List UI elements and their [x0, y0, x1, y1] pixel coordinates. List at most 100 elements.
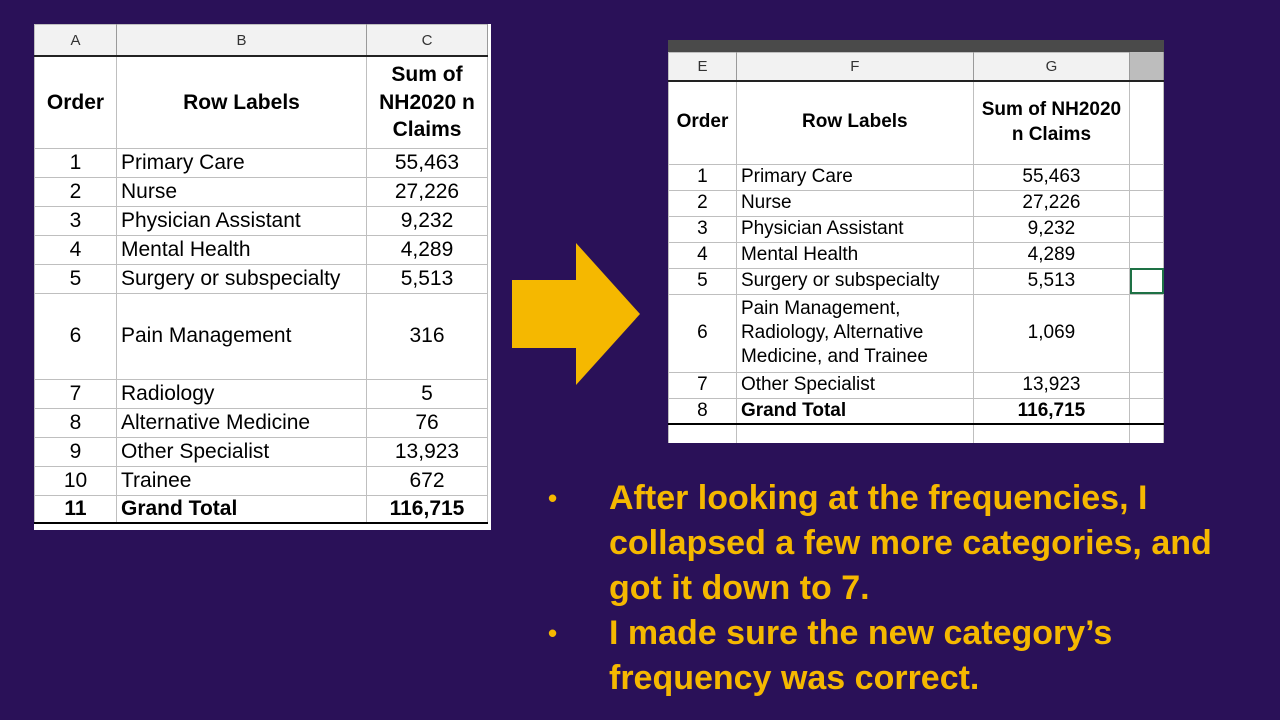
order-cell[interactable]: 5	[34, 263, 117, 294]
table-row: 2 Nurse 27,226	[668, 189, 1164, 217]
value-cell[interactable]: 9,232	[366, 205, 488, 236]
left-spreadsheet: A B C Order Row Labels Sum of NH2020 n C…	[34, 24, 491, 530]
table-row: 7 Other Specialist 13,923	[668, 371, 1164, 399]
value-cell[interactable]: 316	[366, 292, 488, 380]
column-header-f[interactable]: F	[735, 52, 974, 82]
empty-cell[interactable]	[1129, 397, 1164, 425]
label-cell[interactable]: Primary Care	[116, 147, 367, 178]
label-cell[interactable]: Mental Health	[116, 234, 367, 265]
table-row: 1 Primary Care 55,463	[34, 147, 488, 178]
sum-claims-header[interactable]: Sum of NH2020 n Claims	[972, 80, 1131, 165]
label-cell[interactable]: Physician Assistant	[116, 205, 367, 236]
order-cell[interactable]: 10	[34, 465, 117, 496]
value-cell[interactable]: 1,069	[972, 293, 1131, 373]
value-cell[interactable]: 27,226	[366, 176, 488, 207]
value-cell[interactable]: 5,513	[972, 267, 1131, 295]
empty-cell[interactable]	[668, 423, 737, 443]
label-cell[interactable]: Mental Health	[735, 241, 974, 269]
total-order-cell[interactable]: 8	[668, 397, 737, 425]
column-header-a[interactable]: A	[34, 24, 117, 57]
order-cell[interactable]: 8	[34, 407, 117, 438]
bullet-item: • After looking at the frequencies, I co…	[548, 476, 1248, 611]
total-label-cell[interactable]: Grand Total	[735, 397, 974, 425]
order-cell[interactable]: 7	[668, 371, 737, 399]
column-header-e[interactable]: E	[668, 52, 737, 82]
table-row: 1 Primary Care 55,463	[668, 163, 1164, 191]
value-cell[interactable]: 5,513	[366, 263, 488, 294]
value-cell[interactable]: 13,923	[972, 371, 1131, 399]
order-cell[interactable]: 7	[34, 378, 117, 409]
value-cell[interactable]: 76	[366, 407, 488, 438]
pivot-header-row: Order Row Labels Sum of NH2020 n Claims	[34, 55, 488, 149]
order-cell[interactable]: 2	[34, 176, 117, 207]
sum-claims-header[interactable]: Sum of NH2020 n Claims	[366, 55, 488, 149]
value-cell[interactable]: 5	[366, 378, 488, 409]
empty-cell[interactable]	[1129, 423, 1164, 443]
column-header-g[interactable]: G	[972, 52, 1131, 82]
label-cell[interactable]: Trainee	[116, 465, 367, 496]
empty-cell[interactable]	[1129, 371, 1164, 399]
empty-cell[interactable]	[1129, 241, 1164, 269]
label-cell[interactable]: Physician Assistant	[735, 215, 974, 243]
label-cell[interactable]: Primary Care	[735, 163, 974, 191]
order-cell[interactable]: 4	[668, 241, 737, 269]
label-cell[interactable]: Radiology	[116, 378, 367, 409]
label-cell[interactable]: Surgery or subspecialty	[735, 267, 974, 295]
label-cell[interactable]: Pain Management	[116, 292, 367, 380]
total-label-cell[interactable]: Grand Total	[116, 494, 367, 524]
table-row: 3 Physician Assistant 9,232	[34, 205, 488, 236]
table-row: 8 Alternative Medicine 76	[34, 407, 488, 438]
order-cell[interactable]: 1	[668, 163, 737, 191]
empty-cell[interactable]	[1129, 215, 1164, 243]
table-row: 3 Physician Assistant 9,232	[668, 215, 1164, 243]
label-cell[interactable]: Nurse	[735, 189, 974, 217]
grand-total-row: 11 Grand Total 116,715	[34, 494, 488, 524]
label-cell[interactable]: Other Specialist	[116, 436, 367, 467]
empty-cell[interactable]	[972, 423, 1131, 443]
row-labels-header[interactable]: Row Labels	[116, 55, 367, 149]
order-cell[interactable]: 9	[34, 436, 117, 467]
value-cell[interactable]: 55,463	[366, 147, 488, 178]
value-cell[interactable]: 672	[366, 465, 488, 496]
column-header-c[interactable]: C	[366, 24, 488, 57]
label-cell[interactable]: Nurse	[116, 176, 367, 207]
empty-cell[interactable]	[1129, 163, 1164, 191]
order-cell[interactable]: 4	[34, 234, 117, 265]
empty-cell[interactable]	[1129, 80, 1164, 165]
label-cell[interactable]: Pain Management, Radiology, Alternative …	[735, 293, 974, 373]
value-cell[interactable]: 9,232	[972, 215, 1131, 243]
order-cell[interactable]: 2	[668, 189, 737, 217]
order-cell[interactable]: 5	[668, 267, 737, 295]
order-cell[interactable]: 1	[34, 147, 117, 178]
table-row: 6 Pain Management 316	[34, 292, 488, 380]
order-header[interactable]: Order	[668, 80, 737, 165]
empty-cell[interactable]	[1129, 189, 1164, 217]
value-cell[interactable]: 4,289	[972, 241, 1131, 269]
order-cell[interactable]: 3	[668, 215, 737, 243]
column-header-blank[interactable]	[1129, 52, 1164, 82]
order-cell[interactable]: 6	[668, 293, 737, 373]
table-row: 5 Surgery or subspecialty 5,513	[34, 263, 488, 294]
empty-cell[interactable]	[735, 423, 974, 443]
value-cell[interactable]: 4,289	[366, 234, 488, 265]
value-cell[interactable]: 55,463	[972, 163, 1131, 191]
label-cell[interactable]: Surgery or subspecialty	[116, 263, 367, 294]
empty-cell[interactable]	[1129, 293, 1164, 373]
bullet-item: • I made sure the new category’s frequen…	[548, 611, 1248, 701]
value-cell[interactable]: 13,923	[366, 436, 488, 467]
order-header[interactable]: Order	[34, 55, 117, 149]
table-row: 5 Surgery or subspecialty 5,513	[668, 267, 1164, 295]
total-value-cell[interactable]: 116,715	[972, 397, 1131, 425]
column-header-b[interactable]: B	[116, 24, 367, 57]
order-cell[interactable]: 6	[34, 292, 117, 380]
label-cell[interactable]: Alternative Medicine	[116, 407, 367, 438]
order-cell[interactable]: 3	[34, 205, 117, 236]
left-pivot-table: A B C Order Row Labels Sum of NH2020 n C…	[34, 24, 488, 524]
selected-cell[interactable]	[1129, 267, 1164, 295]
pivot-header-row: Order Row Labels Sum of NH2020 n Claims	[668, 80, 1164, 165]
total-value-cell[interactable]: 116,715	[366, 494, 488, 524]
value-cell[interactable]: 27,226	[972, 189, 1131, 217]
total-order-cell[interactable]: 11	[34, 494, 117, 524]
label-cell[interactable]: Other Specialist	[735, 371, 974, 399]
row-labels-header[interactable]: Row Labels	[735, 80, 974, 165]
